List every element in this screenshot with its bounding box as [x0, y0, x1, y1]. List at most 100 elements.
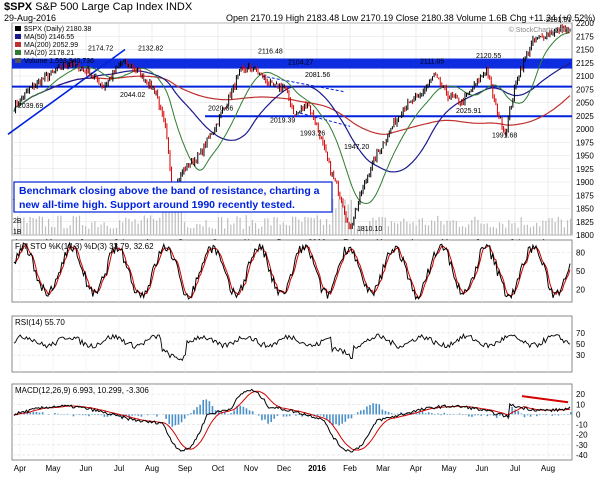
volume-bar — [128, 219, 129, 235]
price-label: 2019.39 — [270, 118, 295, 125]
macd-panel-tick-label: 0 — [576, 410, 581, 419]
macd-histogram-bar — [239, 406, 241, 415]
volume-bar — [141, 220, 142, 235]
macd-histogram-bar — [283, 414, 285, 416]
volume-bar — [39, 216, 40, 235]
volume-bar — [91, 222, 92, 235]
legend-swatch — [15, 34, 21, 39]
volume-bar — [246, 215, 247, 235]
legend-volume: Volume 1,593,940,736 — [24, 58, 94, 65]
legend-main: $SPX (Daily) 2180.38 — [24, 26, 91, 33]
chart-date: 29-Aug-2016 — [4, 13, 56, 23]
macd-histogram-bar — [530, 414, 532, 416]
volume-bar — [314, 218, 315, 235]
volume-bar — [446, 221, 447, 235]
macd-histogram-bar — [372, 403, 374, 414]
volume-bar — [351, 200, 352, 235]
price-tick-label: 2000 — [576, 125, 594, 134]
volume-bar — [409, 224, 410, 235]
volume-bar — [570, 219, 571, 235]
macd-histogram-bar — [91, 414, 93, 415]
legend-swatch — [15, 42, 21, 47]
macd-histogram-bar — [335, 414, 337, 424]
macd-panel-tick-label: 10 — [576, 400, 585, 409]
volume-bar — [156, 221, 157, 235]
volume-bar — [113, 228, 114, 235]
macd-histogram-bar — [243, 407, 245, 415]
volume-bar — [400, 221, 401, 235]
macd-histogram-bar — [570, 412, 572, 414]
volume-bar — [484, 224, 485, 235]
volume-bar — [490, 227, 491, 235]
macd-histogram-bar — [357, 412, 359, 414]
macd-histogram-bar — [545, 414, 547, 415]
volume-bar — [511, 223, 512, 235]
macd-panel-tick-label: -10 — [576, 421, 588, 430]
volume-bar — [564, 227, 565, 235]
macd-histogram-bar — [258, 414, 260, 415]
macd-histogram-bar — [459, 414, 461, 415]
bottom-month-label: Jun — [80, 464, 93, 473]
bottom-month-label: Oct — [212, 464, 225, 473]
volume-bar — [394, 223, 395, 235]
volume-bar — [190, 228, 191, 235]
macd-histogram-bar — [345, 414, 347, 421]
volume-bar — [26, 223, 27, 235]
bottom-month-label: 2016 — [308, 464, 326, 473]
macd-histogram-bar — [94, 414, 96, 415]
volume-bar — [73, 216, 74, 235]
volume-bar — [459, 227, 460, 235]
volume-bar — [533, 226, 534, 235]
sto-panel-title: Full STO %K(14,3) %D(3) 33.79, 32.62 — [15, 242, 154, 251]
volume-bar — [54, 227, 55, 235]
volume-bar — [477, 220, 478, 235]
volume-bar — [264, 218, 265, 235]
macd-histogram-bar — [184, 414, 186, 418]
price-tick-label: 2100 — [576, 72, 594, 81]
bottom-month-label: Aug — [541, 464, 555, 473]
macd-histogram-bar — [450, 414, 452, 415]
volume-bar — [267, 218, 268, 235]
macd-histogram-bar — [539, 414, 541, 415]
bottom-month-label: Sep — [178, 464, 193, 473]
rsi-panel-tick-label: 70 — [576, 329, 585, 338]
macd-histogram-bar — [57, 414, 59, 415]
bottom-month-label: Apr — [410, 464, 423, 473]
price-tick-label: 2125 — [576, 59, 594, 68]
volume-bar — [462, 226, 463, 235]
price-label: 1947.20 — [344, 144, 369, 151]
volume-bar — [524, 225, 525, 235]
volume-bar — [138, 224, 139, 235]
macd-histogram-bar — [141, 414, 143, 416]
macd-histogram-bar — [348, 414, 350, 418]
price-label: 2044.02 — [120, 92, 145, 99]
price-tick-label: 2050 — [576, 99, 594, 108]
volume-bar — [125, 218, 126, 235]
bottom-month-label: Jul — [510, 464, 520, 473]
volume-bar — [48, 219, 49, 235]
macd-histogram-bar — [477, 414, 479, 415]
volume-bar — [307, 218, 308, 235]
price-tick-label: 2025 — [576, 112, 594, 121]
sto-panel-tick-label: 80 — [576, 248, 585, 257]
volume-bar — [536, 223, 537, 235]
macd-panel-tick-label: -40 — [576, 451, 588, 460]
macd-histogram-bar — [487, 414, 489, 416]
macd-histogram-bar — [261, 414, 263, 420]
volume-bar — [317, 215, 318, 235]
volume-bar — [153, 219, 154, 235]
rsi-panel-title: RSI(14) 55.70 — [15, 318, 65, 327]
macd-histogram-bar — [471, 414, 473, 416]
legend-swatch — [15, 58, 21, 63]
volume-bar — [258, 229, 259, 235]
macd-histogram-bar — [462, 414, 464, 415]
price-label: 2039.69 — [18, 103, 43, 110]
volume-bar — [508, 220, 509, 235]
volume-bar — [230, 225, 231, 235]
volume-bar — [42, 217, 43, 235]
volume-bar — [187, 227, 188, 235]
macd-histogram-bar — [88, 414, 90, 416]
price-label: 1991.68 — [492, 132, 517, 139]
volume-bar — [471, 220, 472, 235]
volume-bar — [94, 221, 95, 235]
